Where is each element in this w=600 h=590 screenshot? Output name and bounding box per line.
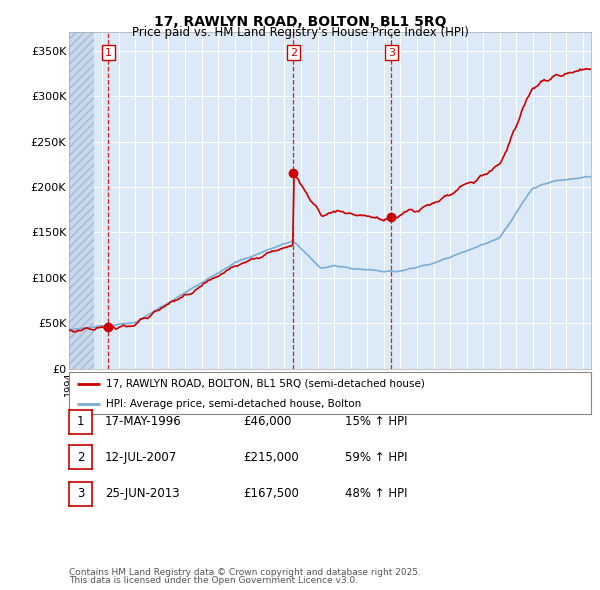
Text: HPI: Average price, semi-detached house, Bolton: HPI: Average price, semi-detached house,… <box>106 399 361 408</box>
Text: £215,000: £215,000 <box>243 451 299 464</box>
Text: £167,500: £167,500 <box>243 487 299 500</box>
Text: 2: 2 <box>290 48 297 58</box>
Text: 12-JUL-2007: 12-JUL-2007 <box>105 451 177 464</box>
Text: 48% ↑ HPI: 48% ↑ HPI <box>345 487 407 500</box>
Text: 17-MAY-1996: 17-MAY-1996 <box>105 415 182 428</box>
Text: Contains HM Land Registry data © Crown copyright and database right 2025.: Contains HM Land Registry data © Crown c… <box>69 568 421 577</box>
Text: 1: 1 <box>105 48 112 58</box>
Bar <box>69 32 94 369</box>
Text: 59% ↑ HPI: 59% ↑ HPI <box>345 451 407 464</box>
Text: 17, RAWLYN ROAD, BOLTON, BL1 5RQ (semi-detached house): 17, RAWLYN ROAD, BOLTON, BL1 5RQ (semi-d… <box>106 379 424 389</box>
Text: 2: 2 <box>77 451 84 464</box>
Text: Price paid vs. HM Land Registry's House Price Index (HPI): Price paid vs. HM Land Registry's House … <box>131 26 469 39</box>
Text: 3: 3 <box>388 48 395 58</box>
Text: 1: 1 <box>77 415 84 428</box>
Text: 3: 3 <box>77 487 84 500</box>
Text: This data is licensed under the Open Government Licence v3.0.: This data is licensed under the Open Gov… <box>69 576 358 585</box>
Text: 17, RAWLYN ROAD, BOLTON, BL1 5RQ: 17, RAWLYN ROAD, BOLTON, BL1 5RQ <box>154 15 446 29</box>
Text: 15% ↑ HPI: 15% ↑ HPI <box>345 415 407 428</box>
Text: £46,000: £46,000 <box>243 415 292 428</box>
Text: 25-JUN-2013: 25-JUN-2013 <box>105 487 179 500</box>
